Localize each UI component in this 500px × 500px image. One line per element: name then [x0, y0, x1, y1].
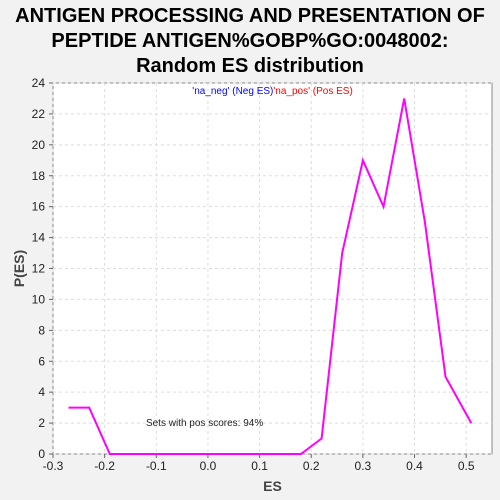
x-tick-label: -0.2	[94, 459, 115, 473]
y-tick-label: 0	[38, 447, 45, 461]
title-line-1: ANTIGEN PROCESSING AND PRESENTATION OF	[15, 5, 485, 27]
y-tick-label: 10	[32, 292, 46, 306]
pos-scores-annotation: Sets with pos scores: 94%	[146, 418, 263, 429]
y-tick-label: 4	[38, 385, 45, 399]
x-axis-label: ES	[263, 478, 282, 494]
y-tick-label: 8	[38, 323, 45, 337]
x-tick-label: 0.0	[200, 459, 217, 473]
legend: 'na_neg' (Neg ES) 'na_pos' (Pos ES)	[192, 86, 353, 97]
x-tick-label: 0.4	[406, 459, 423, 473]
y-tick-label: 18	[32, 169, 46, 183]
y-tick-label: 12	[32, 262, 46, 276]
legend-entry-neg: 'na_neg' (Neg ES)	[192, 86, 273, 97]
y-tick-label: 24	[32, 76, 46, 90]
y-axis-label: P(ES)	[11, 250, 27, 287]
y-tick-label: 6	[38, 354, 45, 368]
x-tick-label: 0.1	[251, 459, 268, 473]
y-tick-label: 22	[32, 107, 46, 121]
chart-title: ANTIGEN PROCESSING AND PRESENTATION OF P…	[15, 5, 485, 77]
y-tick-label: 14	[32, 231, 46, 245]
y-tick-label: 20	[32, 138, 46, 152]
x-tick-label: 0.5	[458, 459, 475, 473]
y-tick-label: 16	[32, 200, 46, 214]
series-layer	[68, 98, 473, 455]
y-tick-label: 2	[38, 416, 45, 430]
axes: -0.3 -0.2 -0.1 0.0 0.1 0.2 0.3 0.4 0.50246810121…	[32, 76, 475, 473]
x-tick-label: 0.3	[355, 459, 372, 473]
legend-entry-pos: 'na_pos' (Pos ES)	[273, 86, 352, 97]
title-line-2: PEPTIDE ANTIGEN%GOBP%GO:0048002:	[51, 30, 448, 52]
x-tick-label: 0.2	[303, 459, 320, 473]
title-line-3: Random ES distribution	[136, 55, 364, 77]
x-tick-label: -0.3	[43, 459, 64, 473]
x-tick-label: -0.1	[146, 459, 167, 473]
series-line	[68, 98, 473, 455]
